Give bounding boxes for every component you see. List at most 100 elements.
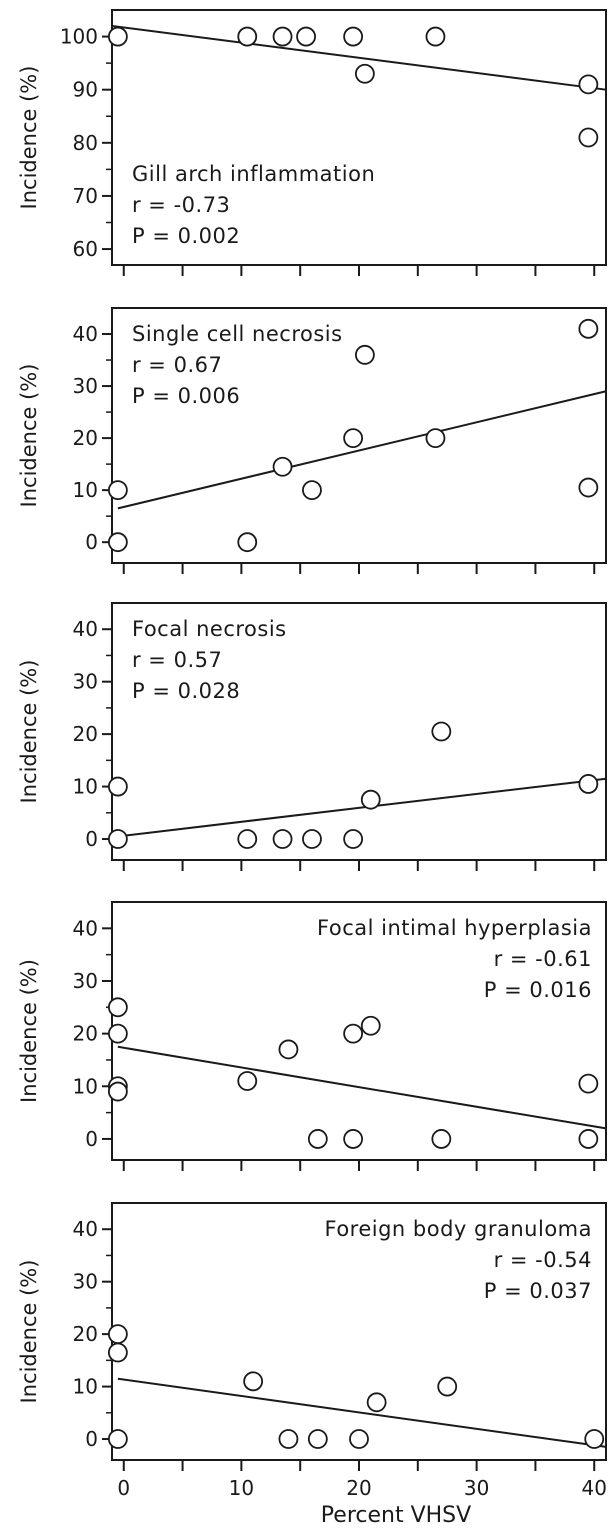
- data-point: [272, 456, 293, 477]
- data-point: [343, 428, 364, 449]
- y-tick-label: 0: [85, 827, 98, 851]
- data-point: [107, 26, 128, 47]
- data-point: [578, 74, 599, 95]
- x-tick-label: 30: [464, 1476, 489, 1500]
- data-point: [437, 1376, 458, 1397]
- panel-stat: r = -0.54: [494, 1248, 592, 1272]
- panel-title: Gill arch inflammation: [132, 162, 375, 186]
- data-point: [578, 477, 599, 498]
- regression-line: [117, 1377, 607, 1448]
- y-tick-label: 0: [85, 1127, 98, 1151]
- data-point: [431, 721, 452, 742]
- panel-stat: r = -0.73: [132, 193, 230, 217]
- data-point: [107, 997, 128, 1018]
- x-tick-label: 10: [229, 1476, 254, 1500]
- panel-2: 0 10 20 30 40 Incidence (%) Single cell necros…: [17, 307, 607, 574]
- data-point: [107, 1342, 128, 1363]
- panel-4: 0 10 20 30 40 Incidence (%) Focal intimal hype…: [17, 901, 607, 1171]
- data-point: [107, 1429, 128, 1449]
- y-tick-label: 10: [73, 478, 98, 502]
- data-point: [584, 1429, 605, 1449]
- data-point: [107, 829, 128, 849]
- y-tick-label: 40: [73, 916, 98, 940]
- data-point: [237, 829, 258, 849]
- data-point: [107, 1023, 128, 1044]
- data-point: [107, 1324, 128, 1345]
- data-point: [354, 344, 375, 365]
- y-tick-label: 70: [73, 184, 98, 208]
- data-point: [107, 532, 128, 553]
- data-point: [578, 774, 599, 794]
- panel-stat: r = -0.61: [494, 947, 592, 971]
- y-tick-label: 20: [73, 1022, 98, 1046]
- x-tick-label: 0: [117, 1476, 130, 1500]
- y-axis-label: Incidence (%): [17, 1260, 41, 1404]
- data-point: [578, 1129, 599, 1149]
- data-point: [343, 1023, 364, 1044]
- data-point: [425, 26, 446, 47]
- data-point: [237, 532, 258, 553]
- x-axis-label: Percent VHSV: [321, 1503, 471, 1528]
- y-tick-label: 30: [73, 374, 98, 398]
- panel-stat: r = 0.67: [132, 353, 222, 377]
- y-axis-label: Incidence (%): [17, 66, 41, 210]
- panel-stat: P = 0.028: [132, 679, 240, 703]
- data-point: [237, 1071, 258, 1091]
- data-point: [431, 1129, 452, 1149]
- data-point: [349, 1429, 369, 1449]
- data-point: [107, 1081, 128, 1102]
- y-tick-label: 10: [73, 1074, 98, 1098]
- y-tick-label: 100: [60, 25, 98, 49]
- y-tick-label: 90: [73, 78, 98, 102]
- panel-title: Foreign body granuloma: [325, 1217, 593, 1241]
- panel-5: 0 10 20 30 40 Incidence (%) Foreign body granu…: [17, 1202, 607, 1471]
- panel-stat: r = 0.57: [132, 648, 222, 672]
- y-axis-label: Incidence (%): [17, 959, 41, 1103]
- data-point: [578, 318, 599, 339]
- y-tick-label: 80: [73, 131, 98, 155]
- data-point: [272, 26, 293, 47]
- data-point: [360, 1015, 381, 1036]
- data-point: [425, 428, 446, 449]
- y-tick-label: 30: [73, 1270, 98, 1294]
- regression-line: [117, 777, 607, 838]
- y-tick-label: 10: [73, 775, 98, 799]
- data-point: [237, 26, 258, 47]
- panel-1: 60 70 80 90 100 Incidence (%) Gill arch inflam…: [17, 9, 607, 276]
- data-point: [343, 829, 364, 849]
- y-tick-label: 20: [73, 426, 98, 450]
- y-tick-label: 30: [73, 969, 98, 993]
- data-point: [302, 829, 322, 849]
- y-tick-label: 60: [73, 237, 98, 261]
- y-tick-label: 40: [73, 1217, 98, 1241]
- y-tick-label: 20: [73, 722, 98, 746]
- data-point: [296, 26, 316, 47]
- y-tick-label: 0: [85, 1427, 98, 1451]
- panel-title: Focal necrosis: [132, 617, 287, 641]
- y-tick-label: 0: [85, 530, 98, 554]
- data-point: [278, 1039, 299, 1060]
- y-tick-label: 10: [73, 1375, 98, 1399]
- data-point: [354, 63, 375, 84]
- regression-line: [117, 390, 607, 510]
- data-point: [307, 1129, 328, 1149]
- data-point: [278, 1429, 299, 1449]
- y-tick-label: 40: [73, 617, 98, 641]
- x-tick-label: 40: [582, 1476, 607, 1500]
- y-tick-label: 20: [73, 1322, 98, 1346]
- data-point: [272, 829, 293, 849]
- data-point: [578, 127, 599, 148]
- y-axis-label: Incidence (%): [17, 364, 41, 508]
- data-point: [343, 26, 364, 47]
- data-point: [107, 776, 128, 797]
- data-point: [578, 1073, 599, 1094]
- data-point: [366, 1392, 387, 1413]
- regression-line: [111, 24, 607, 91]
- y-axis-label: Incidence (%): [17, 660, 41, 804]
- y-tick-label: 30: [73, 670, 98, 694]
- plot-frame: [111, 602, 607, 861]
- data-point: [343, 1129, 364, 1149]
- regression-line: [117, 1045, 607, 1130]
- data-point: [107, 480, 128, 501]
